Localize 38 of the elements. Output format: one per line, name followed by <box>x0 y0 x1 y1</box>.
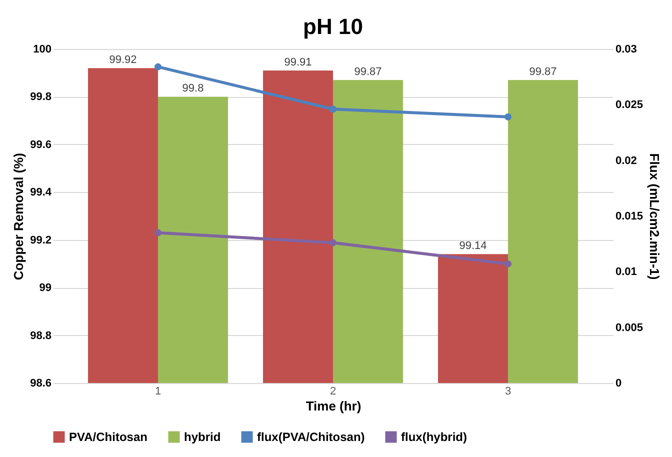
data-label: 99.87 <box>354 66 382 78</box>
y-tick-label: 100 <box>33 44 52 56</box>
y2-tick-label: 0.015 <box>616 210 644 222</box>
y2-tick-label: 0.03 <box>616 44 637 56</box>
x-tick-label: 2 <box>330 386 336 398</box>
data-label: 99.8 <box>182 82 204 95</box>
y2-tick-label: 0.025 <box>616 99 644 112</box>
y-tick-label: 98.6 <box>30 378 52 390</box>
y2-tick-label: 0.005 <box>616 322 644 334</box>
point <box>154 63 162 70</box>
data-label: 99.87 <box>529 66 557 78</box>
point <box>329 106 337 113</box>
y2-tick-label: 0.02 <box>616 154 637 167</box>
legend-label: flux(PVA/Chitosan) <box>257 430 365 444</box>
legend-label: hybrid <box>184 430 221 444</box>
point <box>504 260 512 268</box>
data-label: 99.91 <box>284 56 312 68</box>
chart-title: pH 10 <box>303 14 363 39</box>
y-tick-label: 99.6 <box>30 138 52 151</box>
point <box>154 229 162 236</box>
point <box>504 113 512 120</box>
x-axis-title: Time (hr) <box>306 398 362 414</box>
y2-tick-label: 0.01 <box>616 266 637 278</box>
data-label: 99.92 <box>109 54 137 66</box>
x-tick-label: 1 <box>154 386 162 398</box>
y2-tick-label: 0 <box>616 378 622 390</box>
y-tick-label: 99.8 <box>30 91 52 104</box>
point <box>329 239 337 246</box>
y2-axis-title: Flux (mL/cm2.min-1) <box>647 153 662 280</box>
legend-label: PVA/Chitosan <box>69 430 148 444</box>
x-tick-label: 3 <box>504 386 512 398</box>
y-tick-label: 99.2 <box>30 234 52 246</box>
data-label: 99.14 <box>459 240 487 252</box>
y-tick-label: 99 <box>39 282 52 294</box>
y-tick-label: 98.8 <box>30 330 52 342</box>
y-tick-label: 99.4 <box>30 186 52 199</box>
legend-label: flux(hybrid) <box>401 430 467 444</box>
y-axis-title: Copper Removal (%) <box>11 152 26 280</box>
